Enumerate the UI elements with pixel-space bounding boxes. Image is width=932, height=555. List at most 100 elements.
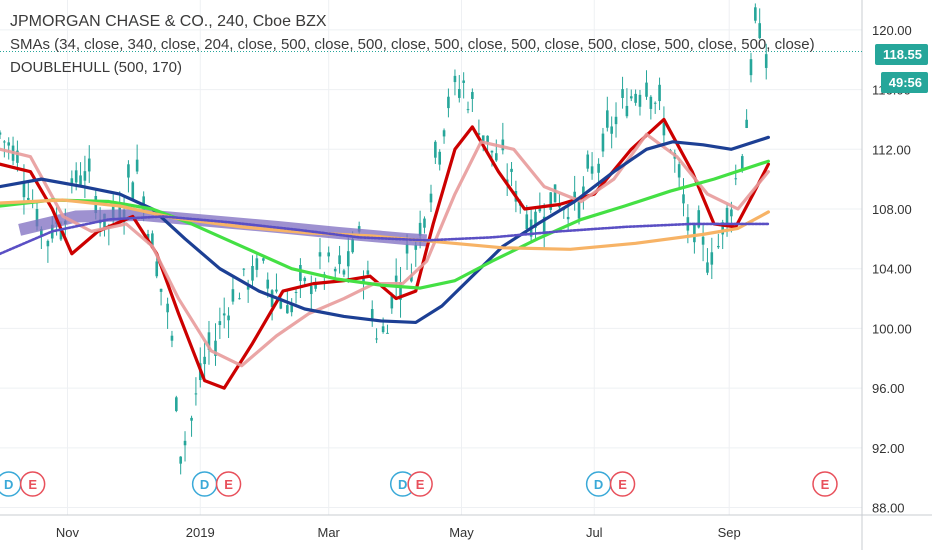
candle-body [135, 159, 139, 172]
legend-title[interactable]: JPMORGAN CHASE & CO., 240, Cboe BZX [10, 13, 327, 30]
candle-body [653, 102, 657, 104]
earnings-marker [609, 471, 636, 497]
candle-body [682, 194, 685, 204]
candle-body [501, 139, 505, 151]
y-tick-label: 112.00 [872, 142, 911, 157]
candle-body [242, 268, 246, 270]
candle-body [40, 229, 43, 236]
candle-body [146, 233, 150, 240]
candle-body [314, 283, 317, 289]
candle-body [79, 175, 82, 185]
y-tick-label: 108.00 [872, 202, 912, 217]
candle-body [327, 252, 330, 257]
candle-body [649, 96, 653, 109]
candle-body [764, 54, 768, 68]
earnings-marker [407, 471, 433, 497]
candle-body [453, 75, 457, 83]
candle-body [338, 255, 341, 265]
candle-body [222, 313, 226, 316]
candle-body [386, 332, 389, 334]
candle-body [438, 151, 442, 165]
candle-body [286, 305, 289, 314]
candle-body [290, 304, 293, 313]
candle-body [87, 158, 91, 172]
candle-body [166, 303, 169, 313]
candle-body [510, 168, 513, 172]
candle-body [294, 291, 298, 293]
candle-body [318, 252, 322, 257]
x-tick-label: Sep [718, 525, 741, 540]
event-marker-label: E [224, 477, 233, 492]
earnings-marker [812, 471, 838, 497]
candle-body [597, 163, 600, 173]
candle-body [333, 268, 337, 272]
candle-body [549, 192, 553, 210]
candle-body [275, 289, 278, 292]
candle-body [730, 209, 733, 217]
candle-body [251, 265, 254, 281]
candle-body [266, 279, 270, 289]
candle-body [442, 130, 446, 137]
candle-body [207, 332, 211, 350]
series-line-sma-500-green- [0, 159, 770, 290]
candle-body [582, 186, 585, 196]
x-tick-label: May [449, 525, 474, 540]
candle-body [7, 142, 11, 146]
event-marker-label: D [200, 477, 209, 492]
earnings-marker [215, 471, 242, 497]
candle-body [179, 456, 182, 464]
y-tick-label: 100.00 [872, 321, 912, 336]
candle-body [745, 119, 748, 128]
candle-body [734, 178, 738, 180]
candle-body [590, 166, 594, 174]
candle-body [16, 150, 19, 163]
grid [0, 0, 862, 515]
candle-body [586, 154, 590, 169]
candle-body [238, 298, 241, 300]
series-line-sma-34 [0, 117, 770, 390]
candle-body [405, 244, 409, 254]
candle-body [59, 229, 63, 240]
candle-body [710, 252, 714, 265]
candle-body [477, 133, 481, 135]
candle-body [70, 178, 74, 185]
legend-doublehull[interactable]: DOUBLEHULL (500, 170) [10, 59, 183, 76]
candle-body [309, 286, 313, 295]
candle-body [0, 132, 2, 135]
candle-body [214, 340, 217, 356]
candle-body [246, 283, 250, 290]
event-marker-label: D [4, 477, 13, 492]
legend-smas[interactable]: SMAs (34, close, 340, close, 204, close,… [10, 36, 815, 53]
candle-body [155, 261, 159, 277]
candle-body [525, 214, 529, 230]
candle-body [381, 326, 385, 333]
candle-body [697, 210, 701, 228]
candle-body [447, 96, 450, 109]
candle-body [553, 184, 557, 203]
candle-body [577, 201, 581, 219]
candle-body [22, 181, 26, 198]
event-marker-label: D [594, 477, 603, 492]
series-line-sma-204 [0, 135, 770, 325]
candle-body [394, 275, 398, 282]
candle-body [170, 335, 174, 341]
candle-body [706, 262, 709, 273]
candle-body [629, 96, 633, 99]
earnings-marker [19, 471, 46, 497]
candle-body [490, 150, 494, 153]
candle-body [351, 239, 354, 253]
candle-body [375, 338, 378, 340]
series-line-sma-500-purple- [0, 215, 770, 256]
candle-body [423, 218, 426, 228]
candle-body [542, 216, 546, 235]
candle-body [486, 135, 489, 143]
event-marker-label: E [821, 477, 830, 492]
candle-body [390, 294, 394, 309]
candle-body [231, 289, 235, 302]
candle-body [534, 211, 537, 228]
sma-lines [0, 117, 770, 390]
candle-body [471, 92, 474, 99]
